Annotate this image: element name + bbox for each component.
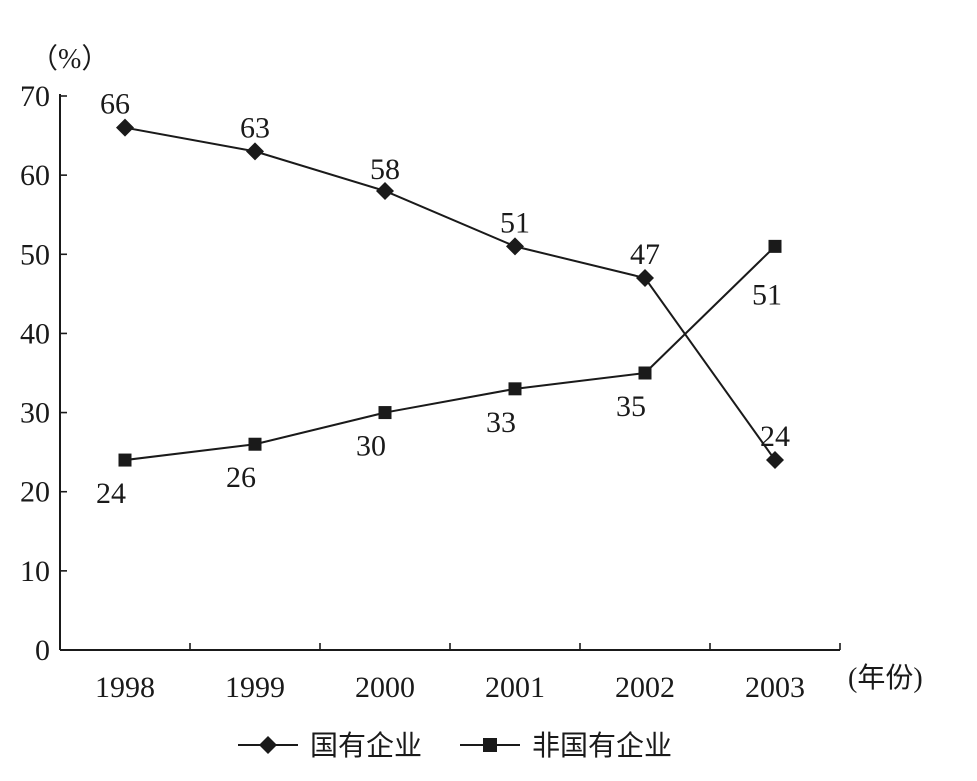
data-point-diamond (506, 237, 524, 256)
data-point-square (768, 239, 782, 253)
y-tick-label: 30 (20, 397, 50, 430)
legend-item: 非国有企业 (460, 729, 672, 762)
data-label: 51 (500, 206, 530, 239)
y-tick-label: 50 (20, 238, 50, 271)
series-line (124, 245, 776, 462)
data-point-square (118, 453, 132, 467)
x-tick-label: 2000 (355, 671, 415, 704)
x-tick-label: 2001 (485, 671, 545, 704)
data-label: 63 (240, 111, 270, 144)
y-tick-label: 60 (20, 159, 50, 192)
data-label: 26 (226, 461, 256, 494)
data-label: 58 (370, 153, 400, 186)
data-point-square (508, 382, 522, 396)
data-point-square (378, 406, 392, 420)
y-axis-unit: （%） (30, 43, 109, 75)
y-tick-label: 40 (20, 317, 50, 350)
x-axis-unit: (年份) (848, 662, 923, 694)
legend-label: 非国有企业 (532, 729, 672, 762)
data-point-diamond (766, 451, 784, 470)
data-label: 30 (356, 430, 386, 463)
legend: 国有企业 非国有企业 (238, 729, 672, 762)
data-point-square (248, 437, 262, 451)
data-label: 33 (486, 406, 516, 439)
data-label: 24 (96, 477, 126, 510)
data-point-diamond (246, 142, 264, 161)
legend-label: 国有企业 (310, 729, 422, 762)
x-tick-label: 1998 (95, 671, 155, 704)
legend-diamond-icon (259, 736, 277, 754)
y-tick-label: 20 (20, 476, 50, 509)
series-group: 66 63 58 51 47 24 24 26 30 33 35 51 (96, 88, 790, 510)
x-tick-label: 2003 (745, 671, 805, 704)
data-point-diamond (116, 118, 134, 137)
series-state-owned: 66 63 58 51 47 24 (100, 88, 790, 470)
data-label: 66 (100, 88, 130, 121)
x-tick-label: 1999 (225, 671, 285, 704)
series-line (124, 126, 776, 461)
data-label: 24 (760, 420, 790, 453)
y-axis-ticks: 0 10 20 30 40 50 60 70 (20, 80, 67, 667)
legend-square-icon (483, 738, 497, 752)
series-non-state-owned: 24 26 30 33 35 51 (96, 239, 782, 510)
y-tick-label: 0 (35, 634, 50, 667)
data-point-diamond (376, 181, 394, 200)
x-axis-ticks: 1998 1999 2000 2001 2002 2003 (95, 643, 841, 704)
x-tick-label: 2002 (615, 671, 675, 704)
axes (59, 94, 840, 651)
y-tick-label: 70 (20, 80, 50, 113)
data-point-square (638, 366, 652, 380)
legend-item: 国有企业 (238, 729, 422, 762)
data-point-diamond (636, 269, 654, 288)
data-label: 51 (752, 278, 782, 311)
data-label: 35 (616, 390, 646, 423)
data-label: 47 (630, 238, 660, 271)
y-tick-label: 10 (20, 555, 50, 588)
